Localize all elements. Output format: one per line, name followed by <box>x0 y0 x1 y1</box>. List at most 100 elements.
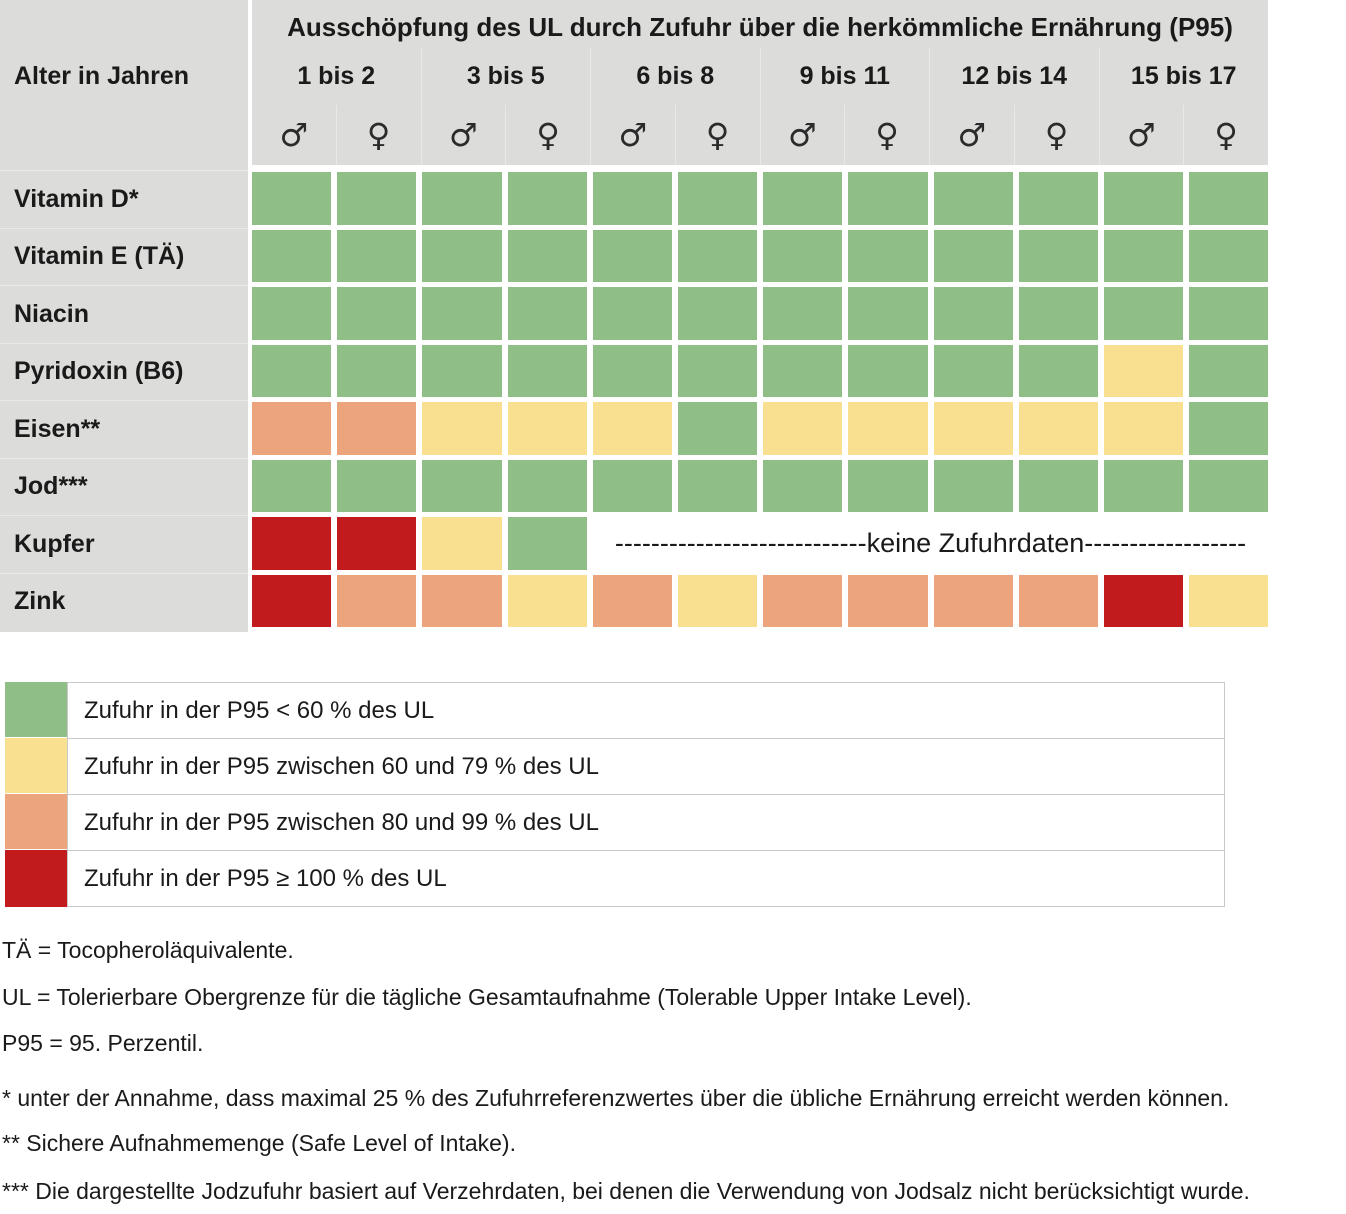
female-symbol-icon: ♀ <box>505 105 590 165</box>
heatmap-cell <box>763 229 843 282</box>
heatmap-cell <box>507 574 587 627</box>
heatmap-cell <box>1189 229 1269 282</box>
age-group-header-5: 12 bis 14 <box>929 48 1099 105</box>
legend-label: Zufuhr in der P95 < 60 % des UL <box>67 682 1225 739</box>
heatmap-cell <box>763 402 843 455</box>
heatmap-cell <box>1103 402 1184 455</box>
legend-row-yellow: Zufuhr in der P95 zwischen 60 und 79 % d… <box>5 738 1225 795</box>
heatmap-cell <box>1103 172 1184 225</box>
figure-title: Ausschöpfung des UL durch Zufuhr über di… <box>287 11 1233 42</box>
heatmap-cell <box>677 287 758 340</box>
heatmap-cell <box>592 229 672 282</box>
legend: Zufuhr in der P95 < 60 % des UL Zufuhr in… <box>5 682 1225 907</box>
heatmap-cell <box>1018 229 1098 282</box>
row-label: Vitamin E (TÄ) <box>0 227 248 286</box>
heatmap-cell <box>848 287 928 340</box>
heatmap-cell <box>592 287 672 340</box>
legend-label: Zufuhr in der P95 ≥ 100 % des UL <box>67 850 1225 907</box>
heatmap-cell <box>252 459 332 512</box>
heatmap-cell <box>337 402 417 455</box>
row-label: Eisen** <box>0 400 248 458</box>
heatmap-cell <box>507 229 587 282</box>
heatmap-grid <box>252 172 1269 627</box>
heatmap-cell <box>848 402 928 455</box>
heatmap-cell <box>592 172 672 225</box>
age-group-header-2: 3 bis 5 <box>420 48 591 105</box>
footnote-5: ** Sichere Aufnahmemenge (Safe Level of … <box>2 1130 516 1156</box>
heatmap-cell <box>507 287 587 340</box>
row-label: Vitamin D* <box>0 170 248 228</box>
heatmap-cell <box>337 229 417 282</box>
heatmap-cell <box>592 459 672 512</box>
female-symbol-icon: ♀ <box>674 105 760 165</box>
legend-swatch-green <box>5 682 67 739</box>
heatmap-cell <box>337 574 417 627</box>
heatmap-cell <box>422 402 502 455</box>
female-symbol-icon: ♀ <box>1013 105 1099 165</box>
male-symbol-icon: ♂ <box>929 105 1014 165</box>
legend-label: Zufuhr in der P95 zwischen 80 und 99 % d… <box>67 794 1225 851</box>
row-label: Zink <box>0 572 248 631</box>
heatmap-cell <box>848 459 928 512</box>
row-label: Niacin <box>0 285 248 343</box>
heatmap-cell <box>1189 402 1269 455</box>
heatmap-cell <box>1018 574 1098 627</box>
heatmap-cell <box>1103 229 1184 282</box>
row-label: Kupfer <box>0 515 248 573</box>
age-axis-label: Alter in Jahren <box>14 62 190 90</box>
row-label: Pyridoxin (B6) <box>0 342 248 401</box>
heatmap-cell <box>933 344 1013 397</box>
heatmap-cell <box>252 287 332 340</box>
heatmap-cell <box>933 287 1013 340</box>
heatmap-cell <box>252 517 332 570</box>
heatmap-cell <box>1103 287 1184 340</box>
heatmap-cell <box>933 229 1013 282</box>
female-symbol-icon: ♀ <box>1183 105 1268 165</box>
legend-swatch-orange <box>5 794 67 851</box>
legend-label: Zufuhr in der P95 zwischen 60 und 79 % d… <box>67 738 1225 795</box>
heatmap-cell <box>337 172 417 225</box>
age-group-header-1: 1 bis 2 <box>297 62 376 90</box>
heatmap-cell <box>1018 459 1098 512</box>
heatmap-cell <box>422 459 502 512</box>
heatmap-cell <box>1189 344 1269 397</box>
heatmap-cell <box>1103 459 1184 512</box>
heatmap-cell <box>677 574 758 627</box>
legend-row-green: Zufuhr in der P95 < 60 % des UL <box>5 682 1225 739</box>
heatmap-cell <box>763 344 843 397</box>
heatmap-cell <box>677 402 758 455</box>
heatmap-cell <box>763 459 843 512</box>
male-symbol-icon: ♂ <box>590 105 675 165</box>
heatmap-cell <box>1018 344 1098 397</box>
heatmap-cell <box>507 402 587 455</box>
female-symbol-icon: ♀ <box>335 105 421 165</box>
heatmap-cell <box>337 517 417 570</box>
heatmap-cell <box>1189 287 1269 340</box>
heatmap-cell <box>848 344 928 397</box>
heatmap-cell <box>763 172 843 225</box>
heatmap-cell <box>592 344 672 397</box>
heatmap-cell <box>848 172 928 225</box>
female-symbol-icon: ♀ <box>844 105 929 165</box>
table-header: Ausschöpfung des UL durch Zufuhr über di… <box>252 0 1268 165</box>
heatmap-cell <box>507 172 587 225</box>
male-symbol-icon: ♂ <box>279 116 309 154</box>
heatmap-cell <box>252 344 332 397</box>
heatmap-cell <box>592 574 672 627</box>
heatmap-cell <box>422 172 502 225</box>
heatmap-cell <box>592 402 672 455</box>
heatmap-cell <box>252 574 332 627</box>
male-symbol-icon: ♂ <box>420 105 506 165</box>
heatmap-cell <box>763 574 843 627</box>
heatmap-cell <box>933 574 1013 627</box>
legend-swatch-red <box>5 850 67 907</box>
heatmap-cell <box>1103 344 1184 397</box>
heatmap-cell <box>252 402 332 455</box>
heatmap-cell <box>1018 402 1098 455</box>
heatmap-cell <box>252 229 332 282</box>
heatmap-cell <box>677 344 758 397</box>
male-symbol-icon: ♂ <box>1098 105 1184 165</box>
heatmap-cell <box>1018 172 1098 225</box>
heatmap-cell <box>422 344 502 397</box>
